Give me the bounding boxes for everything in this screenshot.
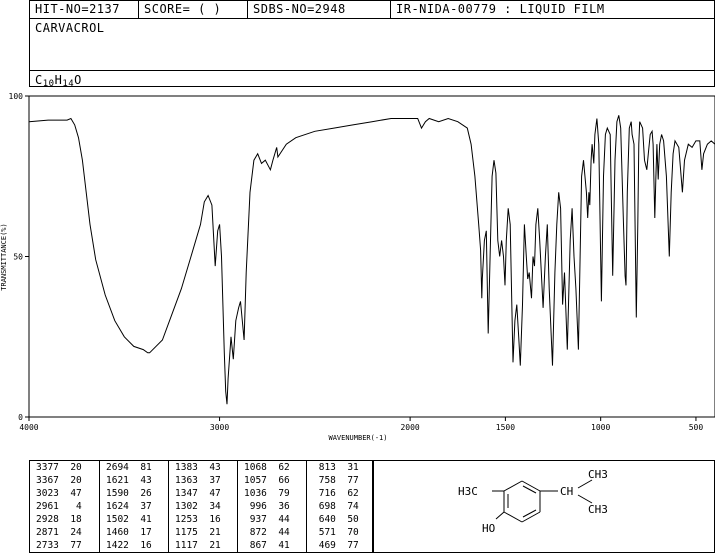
y-tick-label: 100 <box>9 92 24 101</box>
compound-name: CARVACROL <box>35 21 105 35</box>
peak-table-row: 1057 66 <box>244 475 290 486</box>
x-tick-label: 1500 <box>496 423 515 432</box>
peak-table-row: 996 36 <box>244 501 290 512</box>
peak-table-row: 1383 43 <box>175 462 221 473</box>
peak-table-row: 1502 41 <box>106 514 152 525</box>
y-axis-label: TRANSMITTANCE(%) <box>0 223 8 290</box>
peak-table-row: 2871 24 <box>36 527 82 538</box>
peak-table-row: 937 44 <box>244 514 290 525</box>
header-rule <box>30 18 714 19</box>
peak-table-row: 2928 18 <box>36 514 82 525</box>
header-box: HIT-NO=2137 SCORE= ( ) SDBS-NO=2948 IR-N… <box>29 0 715 89</box>
ir-spectrum-chart: 0 50 100 4000 3000 2000 1500 1000 500 TRANSMITT… <box>0 92 715 442</box>
ir-code: IR-NIDA-00779 : LIQUID FILM <box>396 2 605 16</box>
peak-table-column: 813 31 758 77 716 62 698 74 640 50 571 7… <box>306 461 372 552</box>
peak-table-row: 571 70 <box>313 527 359 538</box>
header-divider <box>138 1 139 18</box>
peak-table-row: 2733 77 <box>36 540 82 551</box>
peak-table-row: 1036 79 <box>244 488 290 499</box>
peak-table-row: 1460 17 <box>106 527 152 538</box>
sdbs-number: SDBS-NO=2948 <box>253 2 346 16</box>
peak-table-row: 1302 34 <box>175 501 221 512</box>
peak-table-row: 1621 43 <box>106 475 152 486</box>
spectrum-line <box>28 115 715 405</box>
peak-table-row: 640 50 <box>313 514 359 525</box>
header-divider <box>390 1 391 18</box>
hit-number: HIT-NO=2137 <box>35 2 120 16</box>
peak-table-column: 3377 20 3367 20 3023 47 2961 4 2928 18 2871 2… <box>30 461 99 552</box>
ch3-top-label: CH3 <box>588 468 608 481</box>
x-tick-label: 500 <box>689 423 704 432</box>
peak-table-row: 1363 37 <box>175 475 221 486</box>
peak-table-row: 2694 81 <box>106 462 152 473</box>
peak-table-row: 3023 47 <box>36 488 82 499</box>
peak-table-row: 3377 20 <box>36 462 82 473</box>
peak-table-column: 2694 81 1621 43 1590 26 1624 37 1502 41 1460 … <box>99 461 168 552</box>
peak-table-row: 758 77 <box>313 475 359 486</box>
peak-table-row: 1590 26 <box>106 488 152 499</box>
x-tick-label: 1000 <box>591 423 610 432</box>
y-tick-label: 0 <box>18 413 23 422</box>
peak-table-row: 1347 47 <box>175 488 221 499</box>
header-rule <box>30 70 714 71</box>
peak-table-row: 1253 16 <box>175 514 221 525</box>
peak-table-row: 3367 20 <box>36 475 82 486</box>
ch-label: CH <box>560 485 573 498</box>
score: SCORE= ( ) <box>144 2 222 16</box>
peak-table-row: 716 62 <box>313 488 359 499</box>
h3c-label: H3C <box>458 485 478 498</box>
peak-table-column: 1383 43 1363 37 1347 47 1302 34 1253 16 1175 … <box>168 461 237 552</box>
peak-table-row: 698 74 <box>313 501 359 512</box>
peak-table-row: 1068 62 <box>244 462 290 473</box>
x-tick-label: 3000 <box>210 423 229 432</box>
x-tick-label: 4000 <box>19 423 38 432</box>
peak-table: 3377 20 3367 20 3023 47 2961 4 2928 18 2871 2… <box>29 460 373 553</box>
structure-box: CH3 CH CH3 H3C HO <box>373 460 715 553</box>
peak-table-row: 1117 21 <box>175 540 221 551</box>
peak-table-row: 1624 37 <box>106 501 152 512</box>
peak-table-row: 867 41 <box>244 540 290 551</box>
ho-label: HO <box>482 522 495 535</box>
x-axis-label: WAVENUMBER(-1) <box>328 434 387 442</box>
peak-table-row: 1175 21 <box>175 527 221 538</box>
x-tick-label: 2000 <box>400 423 419 432</box>
peak-table-row: 813 31 <box>313 462 359 473</box>
molecular-formula: C10H14O <box>35 73 82 89</box>
ch3-bottom-label: CH3 <box>588 503 608 516</box>
peak-table-column: 1068 62 1057 66 1036 79 996 36 937 44 872 … <box>237 461 306 552</box>
peak-table-row: 872 44 <box>244 527 290 538</box>
peak-table-row: 2961 4 <box>36 501 82 512</box>
peak-table-row: 1422 16 <box>106 540 152 551</box>
y-tick-label: 50 <box>13 253 23 262</box>
peak-table-row: 469 77 <box>313 540 359 551</box>
carvacrol-structure: CH3 CH CH3 H3C HO <box>458 468 608 535</box>
header-divider <box>247 1 248 18</box>
